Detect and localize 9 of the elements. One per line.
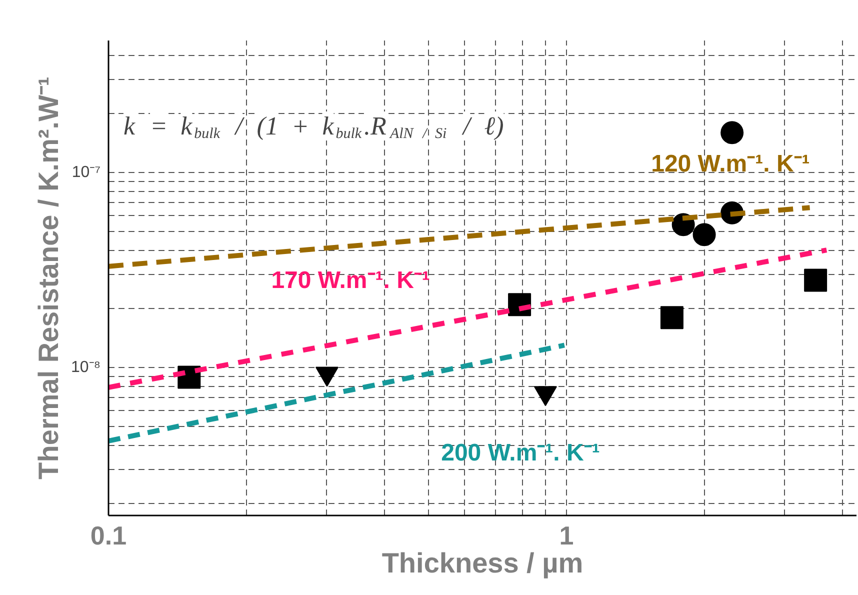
y-axis-title: Thermal Resistance / K.m².W⁻¹ bbox=[32, 76, 64, 480]
series-label: 170 W.m⁻¹. K⁻¹ bbox=[271, 267, 430, 294]
x-tick-label: 1 bbox=[559, 520, 574, 550]
text: 200 W.m⁻¹. K⁻¹ bbox=[441, 440, 600, 467]
y-tick-label: 10⁻⁸ bbox=[70, 358, 100, 376]
x-tick-label: 0.1 bbox=[90, 520, 127, 550]
series-label: 120 W.m⁻¹. K⁻¹ bbox=[651, 150, 810, 178]
y-tick-label: 10⁻⁷ bbox=[72, 164, 101, 181]
x-axis-title: Thickness / µm bbox=[382, 548, 584, 578]
